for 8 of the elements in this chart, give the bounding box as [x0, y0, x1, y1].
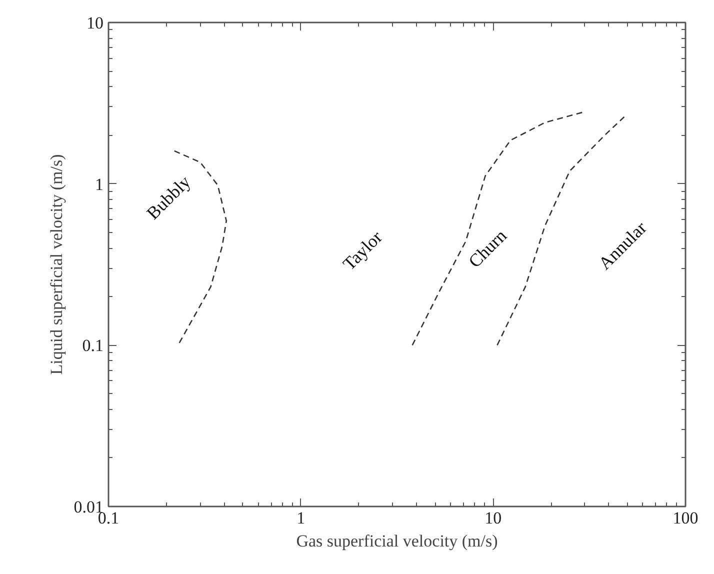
y-axis-title: Liquid superficial velocity (m/s)	[46, 154, 66, 375]
x-axis-title: Gas superficial velocity (m/s)	[296, 532, 498, 550]
x-tick-label: 100	[672, 508, 698, 528]
x-tick-label: 10	[484, 508, 502, 528]
y-tick-label: 10	[86, 14, 104, 32]
y-tick-label: 0.1	[82, 336, 104, 356]
y-tick-label: 1	[95, 174, 104, 194]
x-tick-label: 1	[296, 508, 306, 528]
